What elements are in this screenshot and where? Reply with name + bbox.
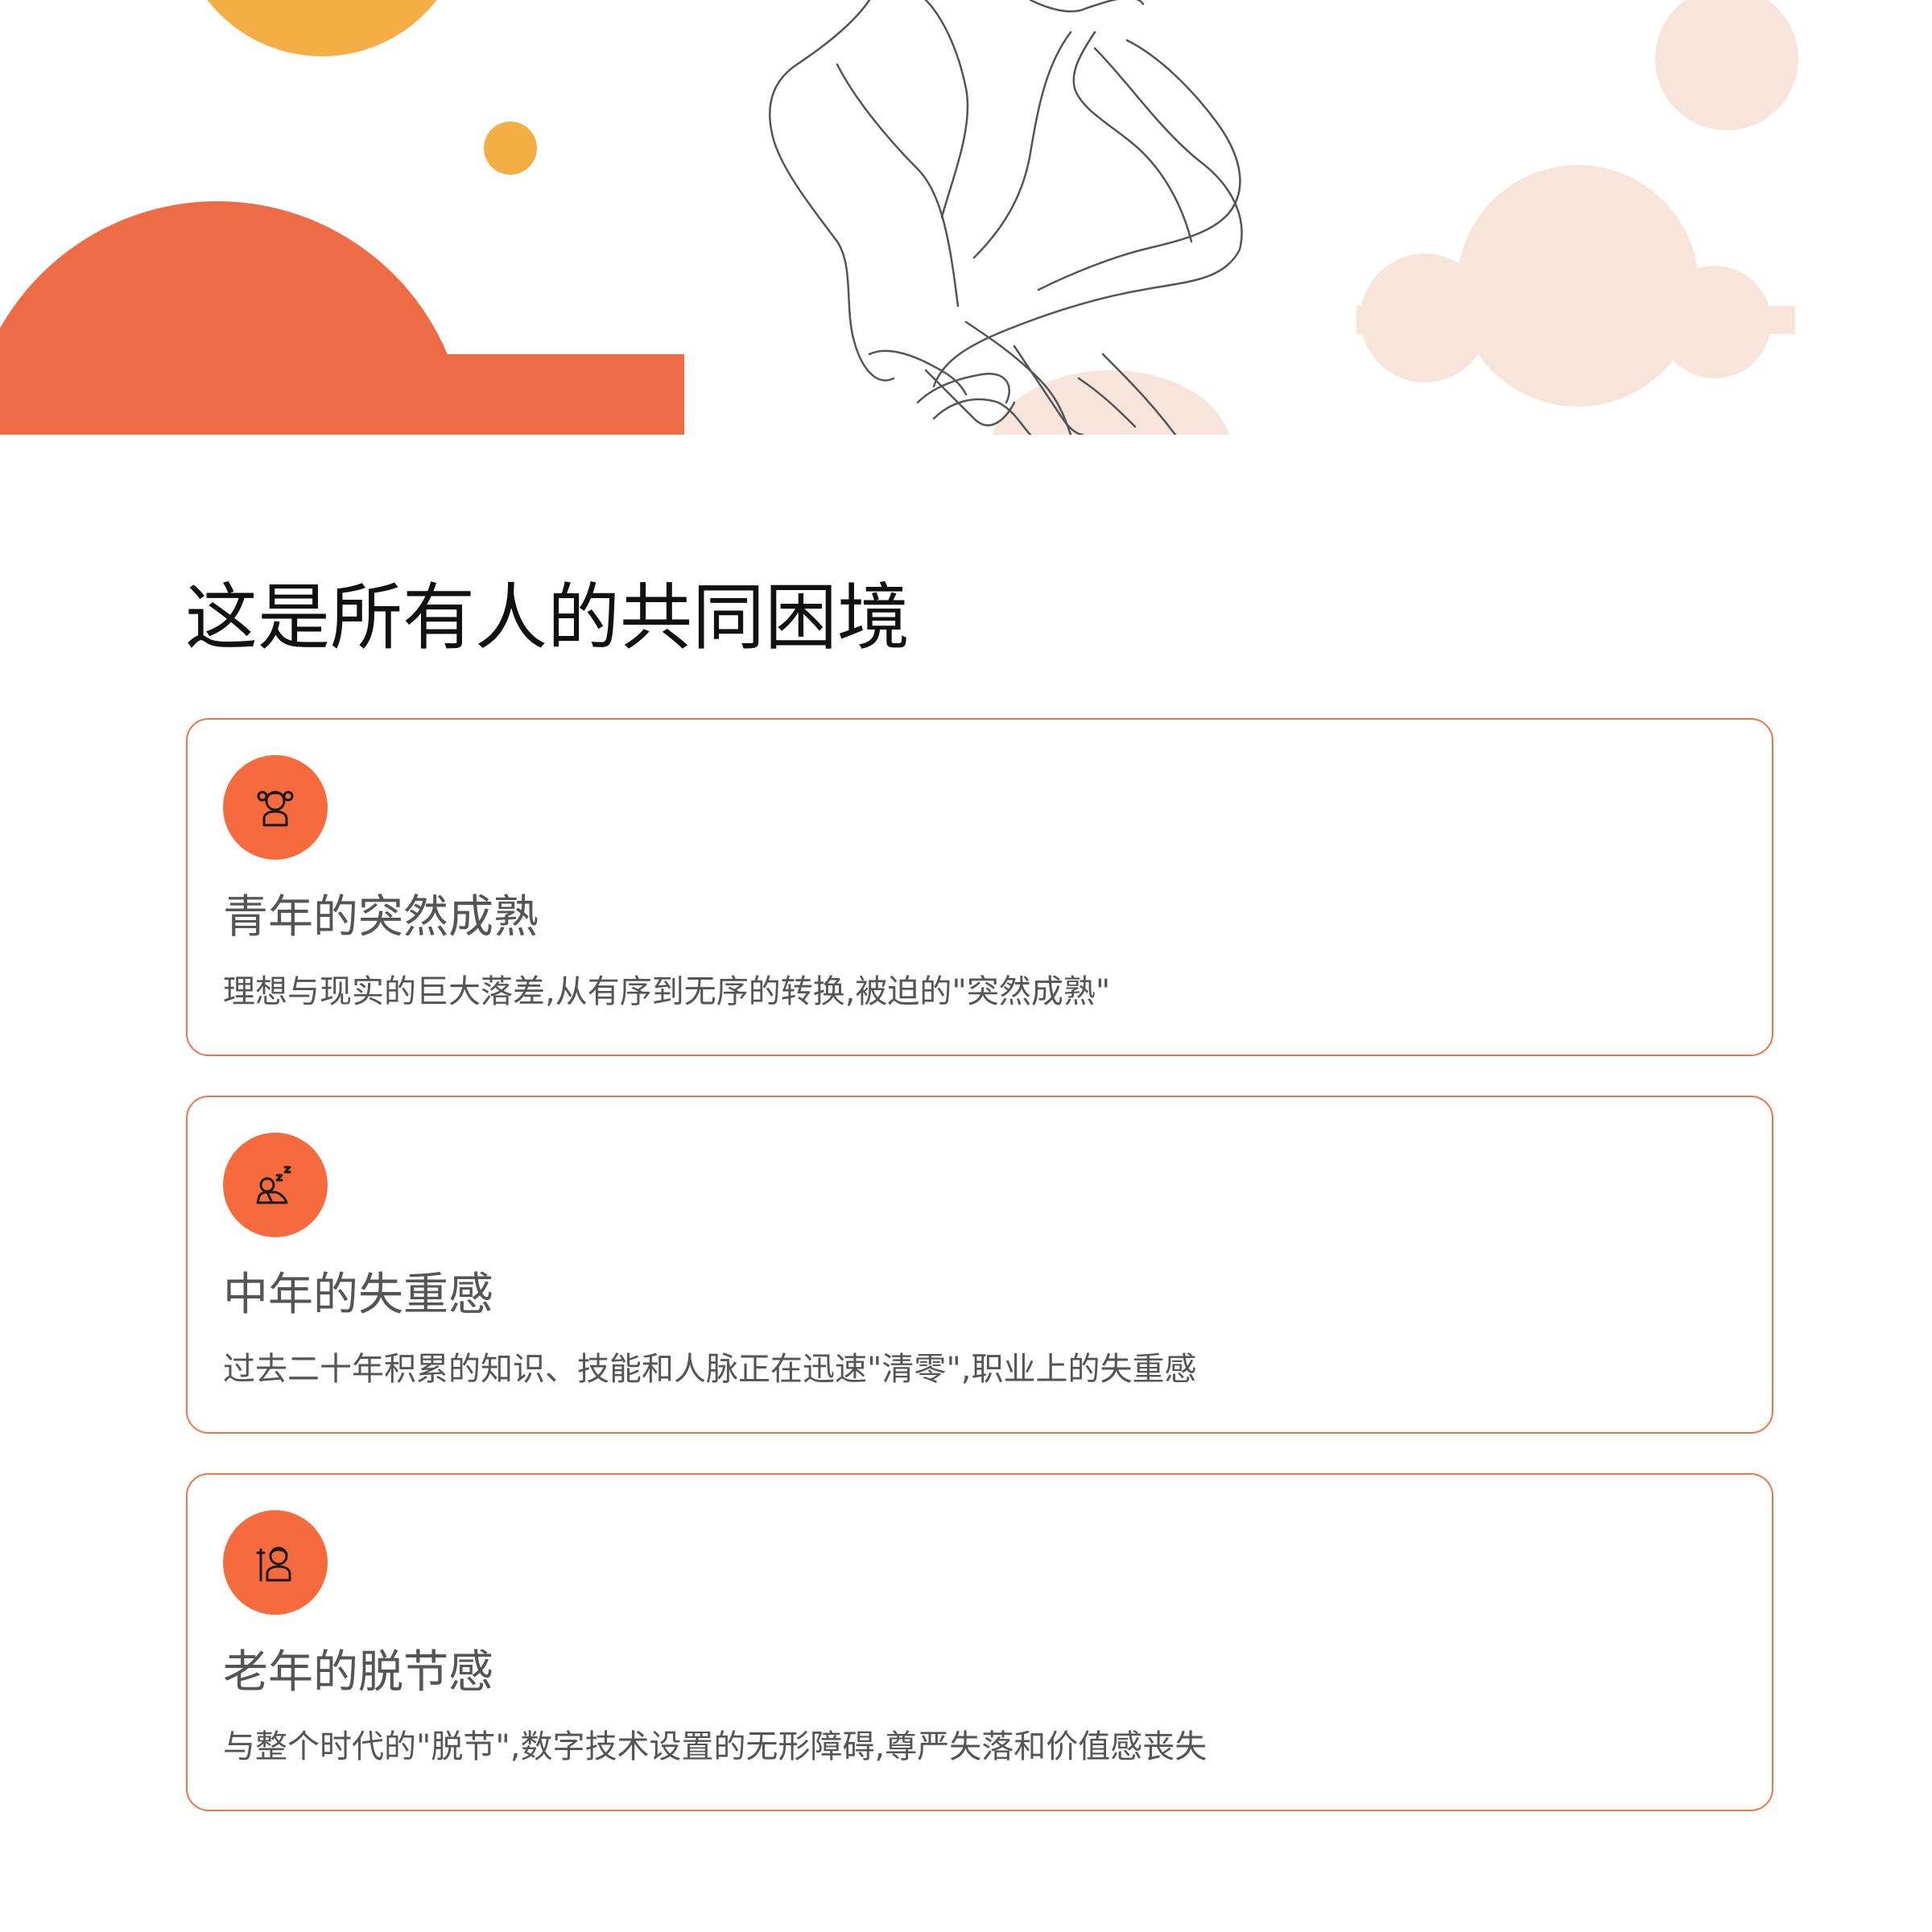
orange-cloud-shape xyxy=(0,201,684,435)
card-middle-age: 中年的失重感 过去二十年积累的知识、技能和人脉正在迅速"清零",职业上的失重感 xyxy=(186,1096,1773,1434)
sun-shape xyxy=(207,0,437,56)
small-dot-shape xyxy=(484,122,537,175)
elder-person-icon xyxy=(223,1510,328,1615)
hero-illustration xyxy=(0,0,1932,435)
card-youth: 青年的突然成熟 理想与现实的巨大落差,从有序到无序的转换,被迫的"突然成熟" xyxy=(186,718,1773,1056)
card-description: 理想与现实的巨大落差,从有序到无序的转换,被迫的"突然成熟" xyxy=(223,973,1111,1010)
card-title: 中年的失重感 xyxy=(223,1269,493,1321)
card-description: 过去二十年积累的知识、技能和人脉正在迅速"清零",职业上的失重感 xyxy=(223,1351,1197,1388)
card-title: 老年的脱节感 xyxy=(223,1646,493,1699)
pink-cloud-shape xyxy=(1356,165,1795,407)
girl-icon xyxy=(223,755,328,860)
card-title: 青年的突然成熟 xyxy=(223,891,539,943)
sleeping-person-icon xyxy=(223,1133,328,1237)
card-elderly: 老年的脱节感 与整个时代的"脱节",数字技术设置的无形障碍,尊严失落和价值感丧失 xyxy=(186,1473,1773,1811)
page-title: 这是所有人的共同困境 xyxy=(185,576,910,660)
pink-sun-shape xyxy=(1655,0,1798,130)
line-art-figure xyxy=(769,0,1243,435)
card-description: 与整个时代的"脱节",数字技术设置的无形障碍,尊严失落和价值感丧失 xyxy=(223,1728,1208,1765)
